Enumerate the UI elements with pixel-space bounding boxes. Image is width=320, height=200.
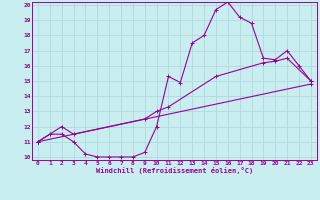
X-axis label: Windchill (Refroidissement éolien,°C): Windchill (Refroidissement éolien,°C)	[96, 167, 253, 174]
